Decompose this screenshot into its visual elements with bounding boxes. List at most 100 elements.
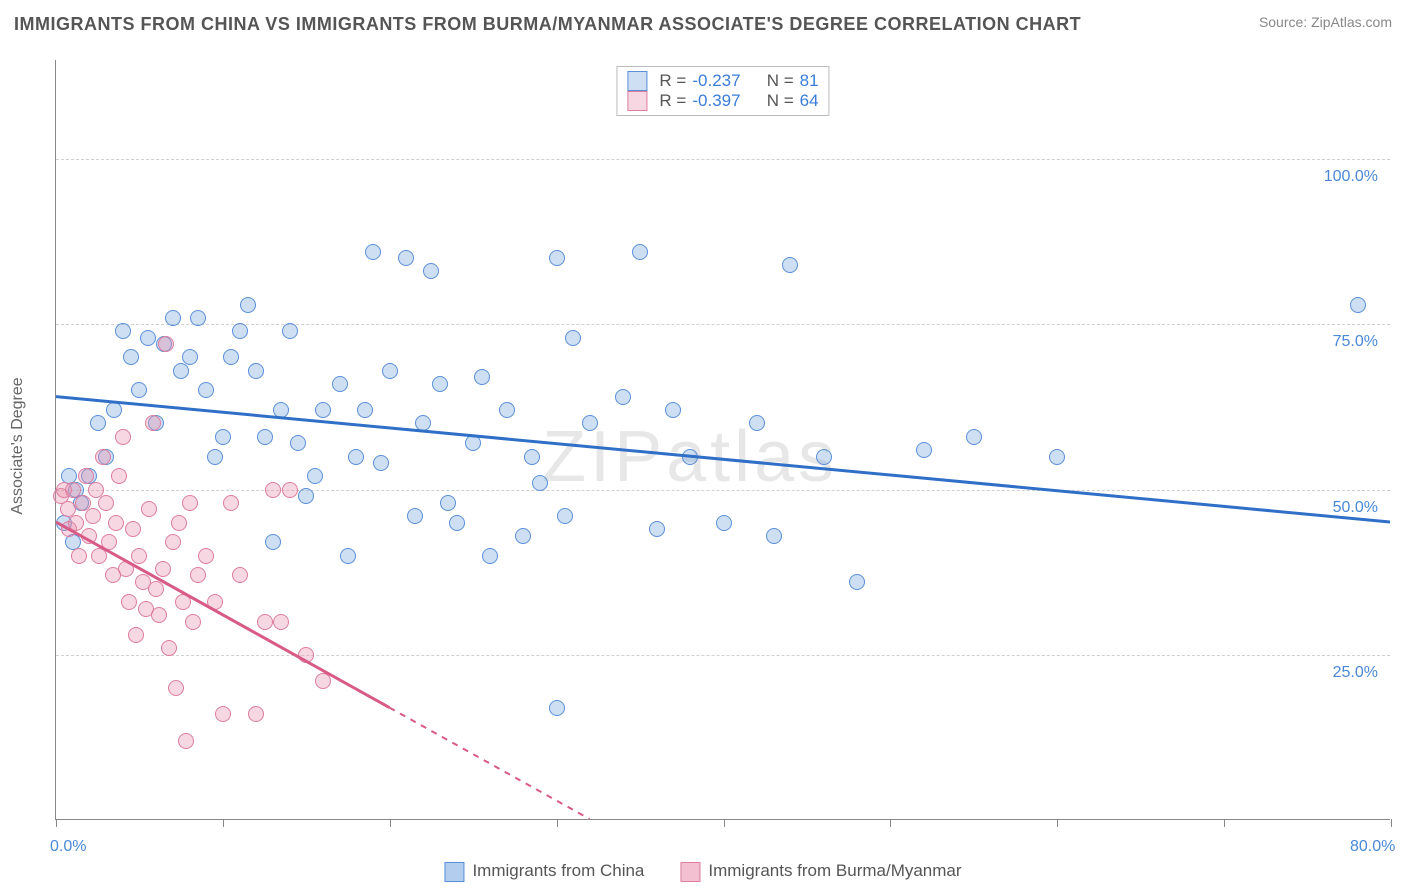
data-point — [682, 449, 698, 465]
data-point — [348, 449, 364, 465]
data-point — [290, 435, 306, 451]
data-point — [465, 435, 481, 451]
x-tick — [724, 819, 725, 827]
data-point — [307, 468, 323, 484]
data-point — [649, 521, 665, 537]
data-point — [232, 567, 248, 583]
data-point — [382, 363, 398, 379]
data-point — [916, 442, 932, 458]
data-point — [155, 561, 171, 577]
data-point — [111, 468, 127, 484]
data-point — [298, 647, 314, 663]
data-point — [190, 567, 206, 583]
data-point — [340, 548, 356, 564]
data-point — [665, 402, 681, 418]
data-point — [171, 515, 187, 531]
data-point — [168, 680, 184, 696]
data-point — [273, 614, 289, 630]
legend-stats: R = -0.237 N = 81R = -0.397 N = 64 — [616, 66, 829, 116]
data-point — [482, 548, 498, 564]
data-point — [315, 673, 331, 689]
y-tick-label: 75.0% — [1333, 333, 1378, 351]
data-point — [207, 449, 223, 465]
data-point — [373, 455, 389, 471]
x-tick — [56, 819, 57, 827]
data-point — [632, 244, 648, 260]
data-point — [282, 482, 298, 498]
gridline-h — [56, 490, 1390, 491]
data-point — [398, 250, 414, 266]
data-point — [185, 614, 201, 630]
data-point — [615, 389, 631, 405]
y-axis-title: Associate's Degree — [9, 377, 27, 514]
data-point — [68, 515, 84, 531]
n-label: N = — [767, 71, 794, 91]
data-point — [240, 297, 256, 313]
gridline-h — [56, 324, 1390, 325]
plot-area: ZIPatlas R = -0.237 N = 81R = -0.397 N =… — [55, 60, 1390, 820]
gridline-h — [56, 159, 1390, 160]
data-point — [282, 323, 298, 339]
data-point — [232, 323, 248, 339]
data-point — [423, 263, 439, 279]
data-point — [131, 382, 147, 398]
data-point — [499, 402, 515, 418]
legend-series: Immigrants from ChinaImmigrants from Bur… — [444, 861, 961, 882]
x-tick — [223, 819, 224, 827]
r-value: -0.397 — [692, 91, 740, 111]
legend-stat-row: R = -0.237 N = 81 — [627, 71, 818, 91]
data-point — [101, 534, 117, 550]
data-point — [515, 528, 531, 544]
legend-item: Immigrants from China — [444, 861, 644, 882]
data-point — [123, 349, 139, 365]
data-point — [182, 349, 198, 365]
x-tick — [390, 819, 391, 827]
data-point — [115, 323, 131, 339]
gridline-h — [56, 655, 1390, 656]
data-point — [365, 244, 381, 260]
data-point — [257, 429, 273, 445]
data-point — [215, 706, 231, 722]
data-point — [273, 402, 289, 418]
data-point — [118, 561, 134, 577]
r-value: -0.237 — [692, 71, 740, 91]
data-point — [128, 627, 144, 643]
data-point — [178, 733, 194, 749]
data-point — [532, 475, 548, 491]
data-point — [440, 495, 456, 511]
data-point — [332, 376, 348, 392]
data-point — [716, 515, 732, 531]
data-point — [415, 415, 431, 431]
data-point — [265, 534, 281, 550]
r-label: R = — [659, 71, 686, 91]
x-axis-max-label: 80.0% — [1350, 838, 1395, 856]
data-point — [257, 614, 273, 630]
data-point — [90, 415, 106, 431]
n-value: 81 — [800, 71, 819, 91]
y-tick-label: 25.0% — [1333, 664, 1378, 682]
legend-stat-row: R = -0.397 N = 64 — [627, 91, 818, 111]
data-point — [71, 548, 87, 564]
data-point — [131, 548, 147, 564]
data-point — [81, 528, 97, 544]
n-value: 64 — [800, 91, 819, 111]
data-point — [108, 515, 124, 531]
data-point — [766, 528, 782, 544]
data-point — [148, 581, 164, 597]
data-point — [1049, 449, 1065, 465]
legend-swatch — [444, 862, 464, 882]
data-point — [474, 369, 490, 385]
data-point — [549, 700, 565, 716]
data-point — [190, 310, 206, 326]
data-point — [165, 534, 181, 550]
x-tick — [1224, 819, 1225, 827]
data-point — [145, 415, 161, 431]
data-point — [198, 382, 214, 398]
r-label: R = — [659, 91, 686, 111]
chart-title: IMMIGRANTS FROM CHINA VS IMMIGRANTS FROM… — [14, 14, 1081, 35]
trend-lines — [56, 60, 1390, 819]
data-point — [121, 594, 137, 610]
data-point — [175, 594, 191, 610]
data-point — [315, 402, 331, 418]
data-point — [557, 508, 573, 524]
